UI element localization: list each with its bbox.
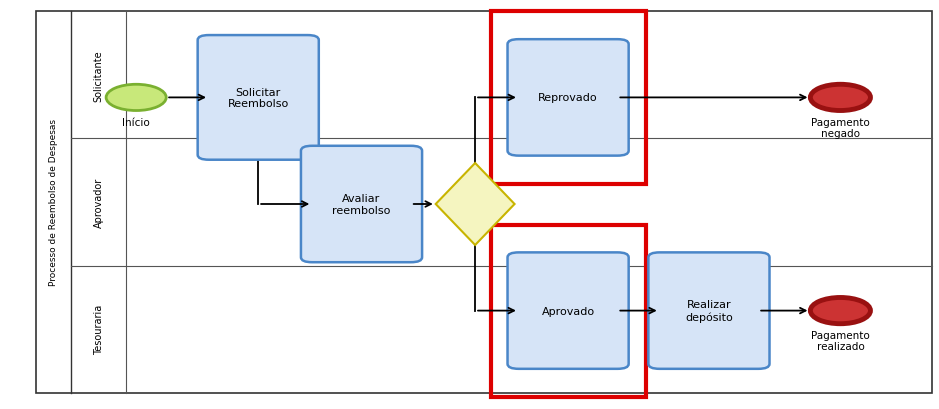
Bar <box>490 12 645 184</box>
Text: Solicitante: Solicitante <box>94 50 103 101</box>
Text: Reprovado: Reprovado <box>538 93 598 103</box>
Text: Pagamento
negado: Pagamento negado <box>811 117 870 139</box>
FancyBboxPatch shape <box>507 40 629 156</box>
Text: Avaliar
reembolso: Avaliar reembolso <box>332 194 391 215</box>
Polygon shape <box>436 164 515 245</box>
Text: Pagamento
realizado: Pagamento realizado <box>811 330 870 352</box>
Text: Aprovado: Aprovado <box>542 306 594 316</box>
Circle shape <box>810 85 870 111</box>
FancyBboxPatch shape <box>507 253 629 369</box>
Text: Tesouraria: Tesouraria <box>94 304 103 354</box>
Text: Realizar
depósito: Realizar depósito <box>685 300 732 322</box>
Text: Processo de Reembolso de Despesas: Processo de Reembolso de Despesas <box>49 119 58 286</box>
Bar <box>490 225 645 397</box>
FancyBboxPatch shape <box>300 146 423 263</box>
Circle shape <box>106 85 166 111</box>
FancyBboxPatch shape <box>198 36 319 160</box>
Text: Solicitar
Reembolso: Solicitar Reembolso <box>227 88 289 109</box>
Text: Início: Início <box>122 117 150 127</box>
Circle shape <box>810 298 870 324</box>
FancyBboxPatch shape <box>648 253 769 369</box>
Text: Aprovador: Aprovador <box>94 178 103 227</box>
